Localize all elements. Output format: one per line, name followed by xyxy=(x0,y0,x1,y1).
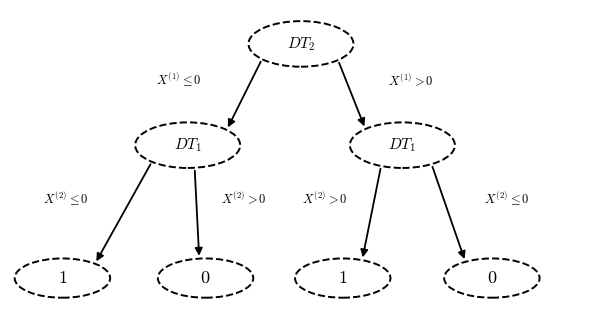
Text: $X^{(1)} > 0$: $X^{(1)} > 0$ xyxy=(388,72,434,89)
Ellipse shape xyxy=(350,122,455,168)
Text: $X^{(1)} \leq 0$: $X^{(1)} \leq 0$ xyxy=(156,71,202,89)
Ellipse shape xyxy=(135,122,240,168)
Text: $DT_1$: $DT_1$ xyxy=(173,137,202,154)
Text: $1$: $1$ xyxy=(338,269,347,287)
Text: $0$: $0$ xyxy=(200,269,211,287)
Ellipse shape xyxy=(295,259,391,298)
Text: $X^{(2)} > 0$: $X^{(2)} > 0$ xyxy=(222,190,267,208)
Ellipse shape xyxy=(158,259,253,298)
Text: $X^{(2)} > 0$: $X^{(2)} > 0$ xyxy=(302,190,348,208)
Text: $DT_1$: $DT_1$ xyxy=(388,137,417,154)
Ellipse shape xyxy=(249,21,353,67)
Text: $X^{(2)} \leq 0$: $X^{(2)} \leq 0$ xyxy=(43,190,88,208)
Text: $1$: $1$ xyxy=(58,269,67,287)
Ellipse shape xyxy=(14,259,110,298)
Text: $DT_2$: $DT_2$ xyxy=(287,35,315,53)
Text: $0$: $0$ xyxy=(486,269,497,287)
Text: $X^{(2)} \leq 0$: $X^{(2)} \leq 0$ xyxy=(484,190,530,208)
Ellipse shape xyxy=(444,259,539,298)
